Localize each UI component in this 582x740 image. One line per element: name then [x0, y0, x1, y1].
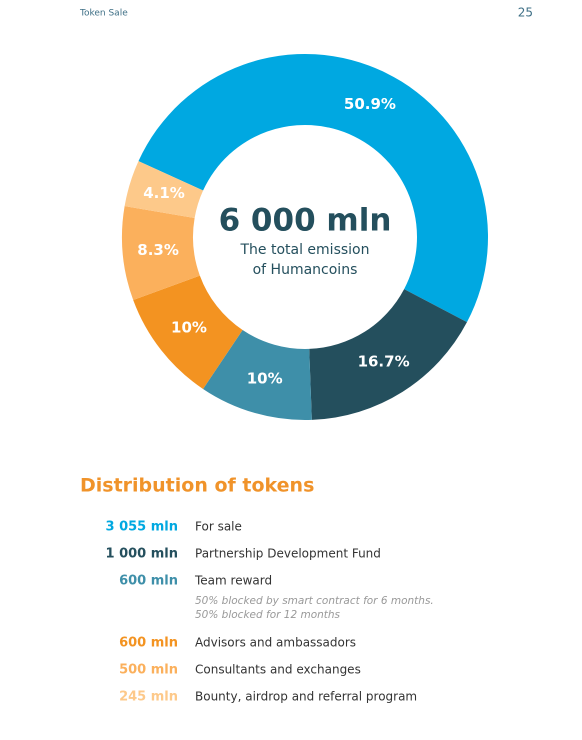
center-title: 6 000 mln [219, 203, 392, 239]
segment-label: 50.9% [344, 95, 396, 113]
row-label: Partnership Development Fund [195, 547, 381, 561]
segment-label: 10% [247, 369, 283, 387]
row-label: Consultants and exchanges [195, 663, 361, 677]
row-label: Team reward [194, 574, 272, 588]
row-label: Bounty, airdrop and referral program [195, 690, 417, 704]
segment-label: 4.1% [143, 184, 185, 202]
segment-label: 8.3% [137, 241, 179, 259]
row-note: 50% blocked by smart contract for 6 mont… [195, 595, 434, 607]
amount: 245 mln [119, 690, 178, 705]
donut-segment [121, 206, 200, 301]
amount: 1 000 mln [106, 547, 179, 562]
segment-label: 16.7% [358, 352, 410, 370]
section-title: Token Sale [79, 9, 128, 19]
donut-segment [124, 161, 204, 219]
amount: 500 mln [119, 663, 178, 678]
amount: 3 055 mln [106, 520, 179, 535]
row-label: Advisors and ambassadors [195, 636, 356, 650]
amount: 600 mln [119, 636, 178, 651]
page-number: 25 [518, 6, 533, 20]
row-note: 50% blocked for 12 months [195, 609, 341, 621]
center-subtitle: of Humancoins [253, 262, 358, 278]
section-heading: Distribution of tokens [80, 475, 314, 497]
donut-segment [138, 54, 488, 323]
donut-chart: 50.9% 16.7% 10% 10% 8.3% 4.1% [121, 54, 488, 420]
amount: 600 mln [119, 574, 178, 589]
donut-segment [203, 330, 312, 420]
center-subtitle: The total emission [239, 242, 369, 258]
donut-segment [309, 289, 467, 420]
segment-label: 10% [171, 319, 207, 337]
donut-segment [133, 275, 243, 389]
distribution-list: 3 055 mln For sale 1 000 mln Partnership De… [106, 520, 434, 705]
row-label: For sale [195, 520, 242, 534]
